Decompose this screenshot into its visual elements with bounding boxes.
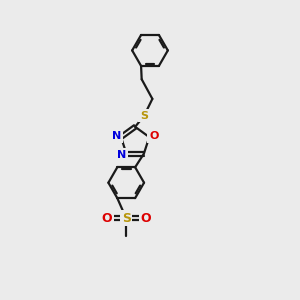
Text: O: O [101, 212, 112, 225]
Text: S: S [140, 111, 148, 121]
Text: S: S [122, 212, 131, 225]
Text: N: N [112, 131, 121, 141]
Text: O: O [149, 131, 158, 142]
Text: N: N [117, 150, 126, 160]
Text: O: O [140, 212, 151, 225]
